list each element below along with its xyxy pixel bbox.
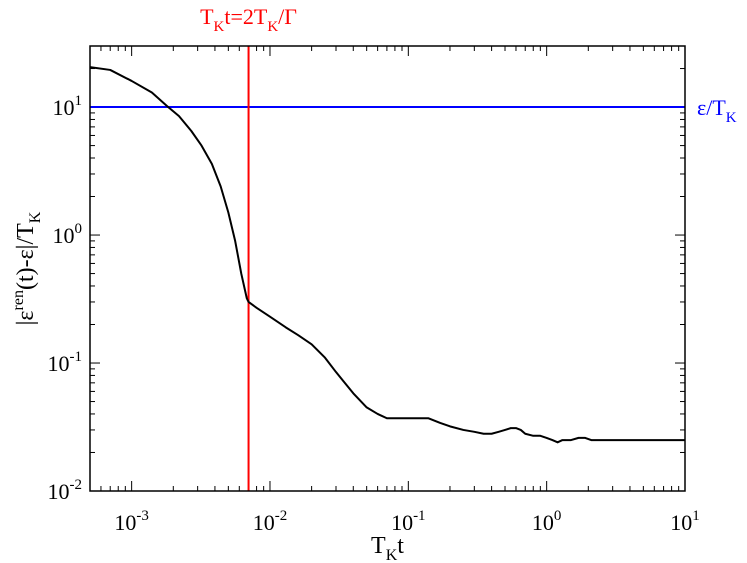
plot-frame: [89, 45, 686, 492]
y-tick-label: 10-1: [48, 349, 83, 376]
reference-lines: [90, 46, 685, 491]
x-axis-label: TKt: [371, 533, 404, 563]
y-tick-label: 10-2: [48, 477, 83, 504]
y-tick-label: 101: [53, 93, 83, 120]
x-tick-label: 10-1: [391, 508, 426, 535]
series-line-0: [89, 66, 685, 444]
x-tick-label: 100: [532, 508, 562, 535]
vline-label: TKt=2TK/Γ: [200, 4, 297, 35]
x-tick-label: 10-3: [114, 508, 149, 535]
hline-label: ε/TK: [697, 95, 737, 126]
labels: 10-3 10-2 10-1 100 101 10-2 10-1 100 101 ε/TK TKt=…: [10, 4, 737, 563]
x-tick-label: 10-2: [253, 508, 288, 535]
y-tick-label: 100: [53, 221, 83, 248]
x-tick-label: 101: [670, 508, 700, 535]
series: [89, 66, 685, 444]
y-axis-label: |εren(t)-ε|/TK: [10, 211, 44, 325]
